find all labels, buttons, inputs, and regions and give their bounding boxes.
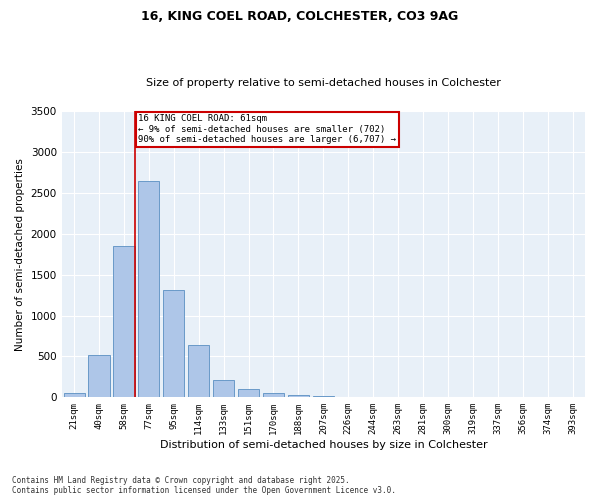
X-axis label: Distribution of semi-detached houses by size in Colchester: Distribution of semi-detached houses by … — [160, 440, 487, 450]
Bar — [288, 395, 309, 398]
Bar — [238, 389, 259, 398]
Text: 16, KING COEL ROAD, COLCHESTER, CO3 9AG: 16, KING COEL ROAD, COLCHESTER, CO3 9AG — [142, 10, 458, 23]
Y-axis label: Number of semi-detached properties: Number of semi-detached properties — [15, 158, 25, 350]
Bar — [313, 396, 334, 398]
Text: 16 KING COEL ROAD: 61sqm
← 9% of semi-detached houses are smaller (702)
90% of s: 16 KING COEL ROAD: 61sqm ← 9% of semi-de… — [138, 114, 396, 144]
Bar — [64, 393, 85, 398]
Bar — [138, 182, 160, 398]
Text: Contains HM Land Registry data © Crown copyright and database right 2025.
Contai: Contains HM Land Registry data © Crown c… — [12, 476, 396, 495]
Bar — [263, 393, 284, 398]
Bar — [88, 355, 110, 398]
Bar — [113, 246, 134, 398]
Bar — [338, 396, 359, 398]
Bar — [188, 345, 209, 398]
Bar — [163, 290, 184, 398]
Title: Size of property relative to semi-detached houses in Colchester: Size of property relative to semi-detach… — [146, 78, 501, 88]
Bar — [213, 380, 234, 398]
